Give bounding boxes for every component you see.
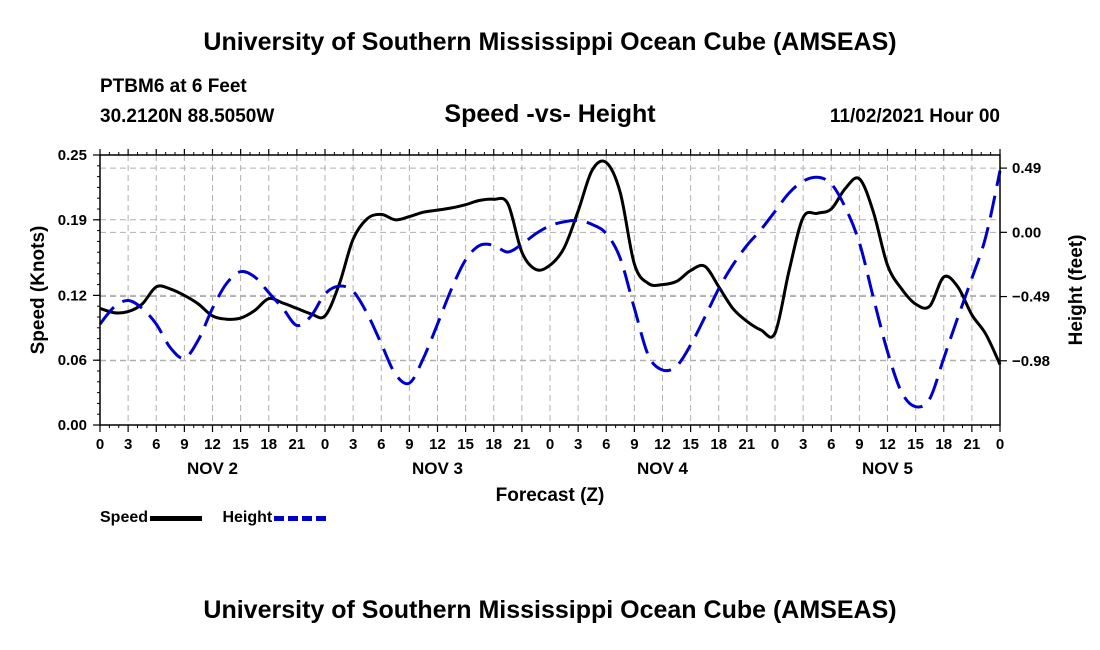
legend-speed-label: Speed <box>100 509 149 526</box>
grid <box>100 155 1000 425</box>
axes <box>93 149 1007 432</box>
legend-height-label: Height <box>222 509 273 526</box>
y-tick-label: 0.12 <box>58 287 87 304</box>
x-tick-label: 15 <box>232 436 249 453</box>
x-tick-label: 18 <box>710 436 727 453</box>
x-tick-label: 3 <box>124 436 132 453</box>
x-tick-label: 15 <box>682 436 699 453</box>
x-tick-label: 3 <box>349 436 357 453</box>
x-tick-label: 3 <box>574 436 582 453</box>
y2-axis-label: Height (feet) <box>1066 235 1087 346</box>
day-label: NOV 2 <box>187 459 238 478</box>
x-tick-label: 21 <box>964 436 981 453</box>
x-tick-label: 18 <box>485 436 502 453</box>
y-axis-label: Speed (Knots) <box>28 226 49 355</box>
x-tick-label: 6 <box>152 436 160 453</box>
x-tick-label: 18 <box>260 436 277 453</box>
y-tick-label: 0.25 <box>58 147 87 164</box>
plot-frame <box>99 154 1001 426</box>
series-height-line <box>98 170 1002 409</box>
x-axis-label: Forecast (Z) <box>496 485 605 506</box>
legend-height-swatch <box>274 515 327 521</box>
x-tick-label: 9 <box>855 436 863 453</box>
x-tick-label: 0 <box>996 436 1004 453</box>
y2-tick-label: 0.49 <box>1012 160 1041 177</box>
chart-title: Speed -vs- Height <box>444 100 656 128</box>
station-label: PTBM6 at 6 Feet <box>100 76 247 97</box>
legend-item-speed: Speed <box>100 509 203 527</box>
x-tick-label: 12 <box>654 436 671 453</box>
x-tick-label: 12 <box>879 436 896 453</box>
x-tick-label: 9 <box>405 436 413 453</box>
x-tick-label: 15 <box>457 436 474 453</box>
x-tick-label: 9 <box>630 436 638 453</box>
legend-item-height: Height <box>222 509 327 527</box>
x-tick-label: 21 <box>739 436 756 453</box>
x-tick-label: 21 <box>514 436 531 453</box>
x-tick-label: 6 <box>377 436 385 453</box>
day-label: NOV 3 <box>412 459 463 478</box>
series-layer <box>98 159 1002 409</box>
x-tick-label: 12 <box>429 436 446 453</box>
legend: Speed Height <box>100 509 342 527</box>
axis-labels: 0 3 6 9 12 15 18 21 0 3 6 9 12 15 18 21 0 3 6 9 12 15 18 21 0 3 6 9… <box>28 147 1087 506</box>
x-tick-label: 0 <box>546 436 554 453</box>
y2-tick-label: −0.98 <box>1012 353 1050 370</box>
x-tick-label: 18 <box>935 436 952 453</box>
x-tick-label: 12 <box>204 436 221 453</box>
main-title: University of Southern Mississippi Ocean… <box>203 28 897 56</box>
legend-speed-swatch <box>150 515 203 521</box>
y-tick-label: 0.00 <box>58 417 87 434</box>
x-tick-label: 3 <box>799 436 807 453</box>
y-tick-label: 0.06 <box>58 352 87 369</box>
date-label: 11/02/2021 Hour 00 <box>829 106 1000 127</box>
y-tick-label: 0.19 <box>58 212 87 229</box>
x-tick-label: 21 <box>289 436 306 453</box>
footer-title: University of Southern Mississippi Ocean… <box>203 596 897 624</box>
y2-tick-label: −0.49 <box>1012 289 1050 306</box>
day-label: NOV 5 <box>862 459 913 478</box>
x-tick-label: 6 <box>827 436 835 453</box>
y2-tick-label: 0.00 <box>1012 224 1041 241</box>
x-tick-label: 0 <box>321 436 329 453</box>
x-tick-label: 6 <box>602 436 610 453</box>
x-tick-label: 9 <box>180 436 188 453</box>
coordinates-label: 30.2120N 88.5050W <box>100 106 275 127</box>
day-label: NOV 4 <box>637 459 689 478</box>
x-tick-label: 15 <box>907 436 924 453</box>
series-speed-line <box>99 159 1002 366</box>
x-tick-label: 0 <box>771 436 779 453</box>
x-tick-label: 0 <box>96 436 104 453</box>
